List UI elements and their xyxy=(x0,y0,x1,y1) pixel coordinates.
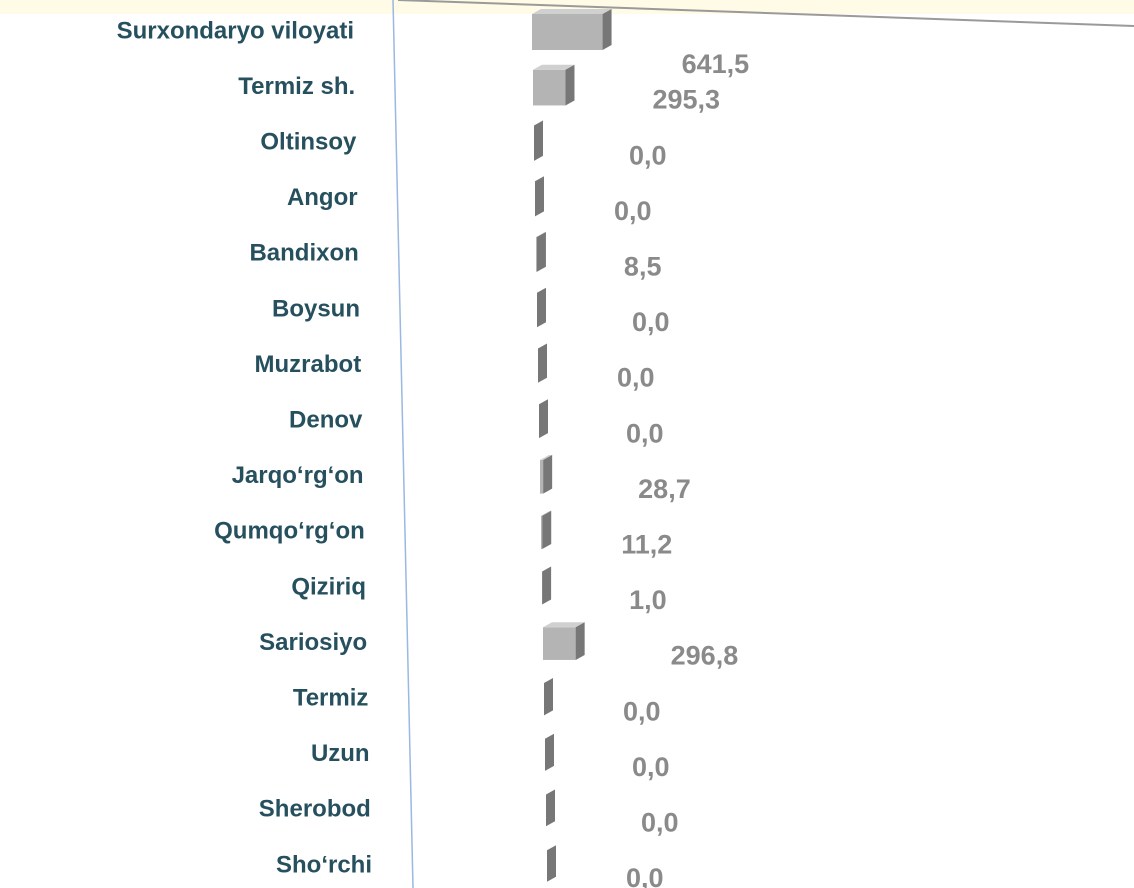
category-label: Angor xyxy=(287,184,358,211)
bar-group xyxy=(547,845,556,882)
bar xyxy=(540,460,544,494)
bar-side xyxy=(542,510,552,550)
value-label: 296,8 xyxy=(671,641,739,671)
value-label: 0,0 xyxy=(617,363,655,393)
category-label: Termiz xyxy=(293,685,369,712)
bar-group xyxy=(542,566,552,605)
value-label: 295,3 xyxy=(652,85,720,115)
bar xyxy=(547,845,556,882)
axis-wall xyxy=(392,0,414,888)
bar-group xyxy=(543,622,585,660)
bar xyxy=(533,69,566,106)
bar xyxy=(532,14,603,50)
category-label: Surxondaryo viloyati xyxy=(117,17,354,44)
value-label: 0,0 xyxy=(623,696,661,726)
bar-side xyxy=(536,232,546,272)
category-label: Muzrabot xyxy=(255,351,362,378)
bar xyxy=(535,176,544,217)
bar xyxy=(539,399,548,439)
bar-side xyxy=(565,64,575,106)
bar-group xyxy=(540,455,553,494)
value-label: 0,0 xyxy=(641,808,679,838)
bar-group xyxy=(534,120,543,161)
bar-side xyxy=(542,566,552,605)
bar xyxy=(546,789,555,827)
category-label: Sho‘rchi xyxy=(276,851,372,878)
value-label: 0,0 xyxy=(626,418,664,448)
value-label: 0,0 xyxy=(632,307,670,337)
value-label: 1,0 xyxy=(629,585,667,615)
category-label: Bandixon xyxy=(249,240,358,267)
value-label: 641,5 xyxy=(682,49,750,79)
category-label: Uzun xyxy=(311,740,370,767)
bar xyxy=(534,120,543,161)
value-label: 0,0 xyxy=(614,196,652,226)
bar-group xyxy=(535,176,544,217)
bar xyxy=(538,343,547,383)
bar-side xyxy=(575,622,585,660)
bar-top xyxy=(543,622,585,628)
bar-group xyxy=(537,287,546,328)
bar-top xyxy=(532,9,612,14)
bar xyxy=(536,237,537,272)
bar xyxy=(537,287,546,328)
category-label: Oltinsoy xyxy=(260,129,357,156)
bar-group xyxy=(541,510,552,550)
value-label: 0,0 xyxy=(629,140,667,170)
category-label: Qiziriq xyxy=(291,573,366,600)
bar xyxy=(543,627,576,660)
bar-group xyxy=(533,64,575,106)
bar xyxy=(545,733,554,771)
bar-group xyxy=(539,399,548,439)
bar-group xyxy=(546,789,555,827)
bar-group xyxy=(536,232,546,272)
category-label: Sariosiyo xyxy=(259,629,367,656)
category-label: Denov xyxy=(289,407,363,434)
category-label: Termiz sh. xyxy=(238,73,355,100)
top-band xyxy=(0,0,1134,14)
bar-side xyxy=(543,455,553,494)
bar-group xyxy=(538,343,547,383)
value-label: 28,7 xyxy=(638,474,691,504)
value-label: 0,0 xyxy=(632,752,670,782)
category-label: Sherobod xyxy=(259,796,371,823)
bar-top xyxy=(540,455,553,460)
bar-top xyxy=(533,64,575,70)
bar-group xyxy=(532,9,612,50)
bar xyxy=(544,678,553,716)
bar-group xyxy=(544,678,553,716)
floor-edge xyxy=(397,0,1134,27)
bar-side xyxy=(602,9,612,50)
category-label: Jarqo‘rg‘on xyxy=(232,462,364,489)
value-label: 0,0 xyxy=(626,863,664,888)
category-label: Qumqo‘rg‘on xyxy=(214,518,365,545)
bar-top xyxy=(542,566,552,572)
value-label: 11,2 xyxy=(621,530,672,560)
category-label: Boysun xyxy=(272,295,360,322)
value-label: 8,5 xyxy=(624,252,662,282)
bar-top xyxy=(541,510,552,516)
bar-group xyxy=(545,733,554,771)
bar xyxy=(541,515,543,550)
bar-top xyxy=(536,232,546,237)
